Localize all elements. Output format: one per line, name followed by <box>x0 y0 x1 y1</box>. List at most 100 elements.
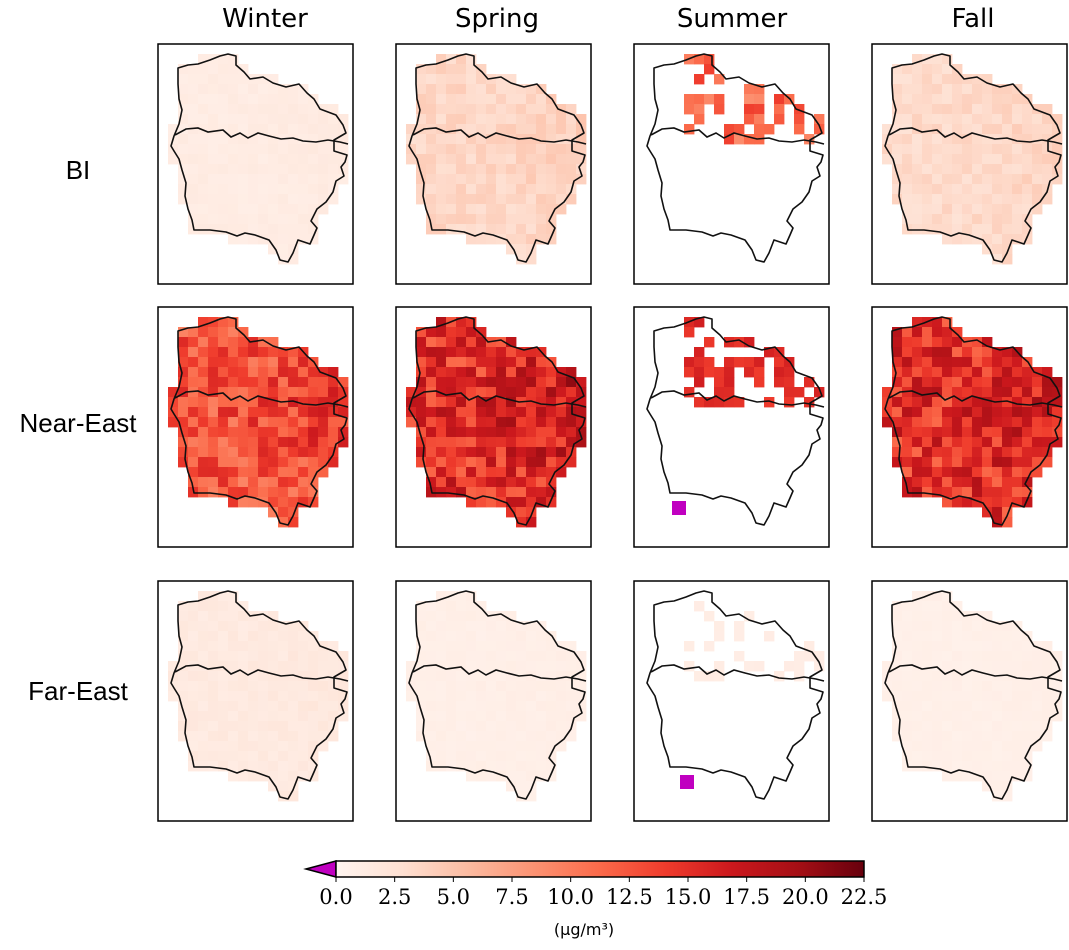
heat-cell <box>992 154 1002 164</box>
heat-cell <box>942 194 952 204</box>
heat-cell <box>516 427 526 437</box>
panel-background <box>634 581 829 821</box>
heat-cell <box>1042 701 1052 711</box>
heat-cell <box>258 154 268 164</box>
heat-cell <box>268 427 278 437</box>
heat-cell <box>1032 701 1042 711</box>
heat-cell <box>456 631 466 641</box>
heat-cell <box>516 154 526 164</box>
heat-cell <box>496 224 506 234</box>
heat-cell <box>972 377 982 387</box>
heat-cell <box>278 114 288 124</box>
heat-cell <box>952 437 962 447</box>
heat-cell <box>704 367 714 377</box>
heat-cell <box>546 427 556 437</box>
heat-cell <box>248 94 258 104</box>
heat-cell <box>982 204 992 214</box>
heat-cell <box>932 691 942 701</box>
heat-cell <box>198 711 208 721</box>
heat-cell <box>496 701 506 711</box>
map-panel-bi-winter <box>158 44 353 284</box>
heat-cell <box>248 214 258 224</box>
heat-cell <box>932 74 942 84</box>
heat-cell <box>288 114 298 124</box>
heat-cell <box>278 661 288 671</box>
heat-cell <box>892 84 902 94</box>
heat-cell <box>982 124 992 134</box>
heat-cell <box>238 437 248 447</box>
heat-cell <box>1022 457 1032 467</box>
heat-cell <box>1022 731 1032 741</box>
heat-cell <box>476 367 486 377</box>
heat-cell <box>436 691 446 701</box>
heat-cell <box>972 761 982 771</box>
heat-cell <box>208 94 218 104</box>
heat-cell <box>1032 377 1042 387</box>
heat-cell <box>982 711 992 721</box>
heat-cell <box>912 114 922 124</box>
heat-cell <box>208 154 218 164</box>
heat-cell <box>198 671 208 681</box>
heat-cell <box>208 611 218 621</box>
heat-cell <box>982 731 992 741</box>
heat-cell <box>298 357 308 367</box>
heat-cell <box>308 174 318 184</box>
heat-cell <box>952 154 962 164</box>
heat-cell <box>556 164 566 174</box>
heat-cell <box>228 347 238 357</box>
heat-cell <box>912 467 922 477</box>
heat-cell <box>516 417 526 427</box>
heat-cell <box>932 377 942 387</box>
heat-cell <box>516 204 526 214</box>
heat-cell <box>218 651 228 661</box>
heat-cell <box>496 641 506 651</box>
heat-cell <box>962 154 972 164</box>
heat-cell <box>446 711 456 721</box>
heat-cell <box>942 214 952 224</box>
heat-cell <box>208 64 218 74</box>
heat-cell <box>218 64 228 74</box>
heat-cell <box>446 347 456 357</box>
heat-cell <box>278 467 288 477</box>
heat-cell <box>922 691 932 701</box>
heat-cell <box>1002 741 1012 751</box>
heat-cell <box>268 731 278 741</box>
heat-cell <box>704 337 714 347</box>
heat-cell <box>238 427 248 437</box>
heat-cell <box>318 144 328 154</box>
heat-cell <box>188 144 198 154</box>
heat-cell <box>922 611 932 621</box>
heat-cell <box>1002 701 1012 711</box>
heat-cell <box>208 114 218 124</box>
heat-cell <box>932 611 942 621</box>
heat-cell <box>318 457 328 467</box>
heat-cell <box>982 467 992 477</box>
heat-cell <box>546 397 556 407</box>
heat-cell <box>972 184 982 194</box>
heat-cell <box>248 104 258 114</box>
heat-cell <box>258 347 268 357</box>
heat-cell <box>466 114 476 124</box>
heat-cell <box>1012 681 1022 691</box>
heat-cell <box>466 194 476 204</box>
heat-cell <box>932 701 942 711</box>
heat-cell <box>912 611 922 621</box>
heat-cell <box>446 691 456 701</box>
heat-cell <box>546 407 556 417</box>
heat-cell <box>328 661 338 671</box>
heat-cell <box>506 751 516 761</box>
heat-cell <box>1002 457 1012 467</box>
heat-cell <box>506 641 516 651</box>
heat-cell <box>436 204 446 214</box>
heat-cell <box>922 621 932 631</box>
heat-cell <box>298 367 308 377</box>
heat-cell <box>188 417 198 427</box>
heat-cell <box>942 641 952 651</box>
heat-cell <box>318 377 328 387</box>
heat-cell <box>546 641 556 651</box>
heat-cell <box>566 691 576 701</box>
heat-cell <box>416 447 426 457</box>
heat-cell <box>922 681 932 691</box>
heat-cell <box>1032 124 1042 134</box>
heat-cell <box>416 681 426 691</box>
